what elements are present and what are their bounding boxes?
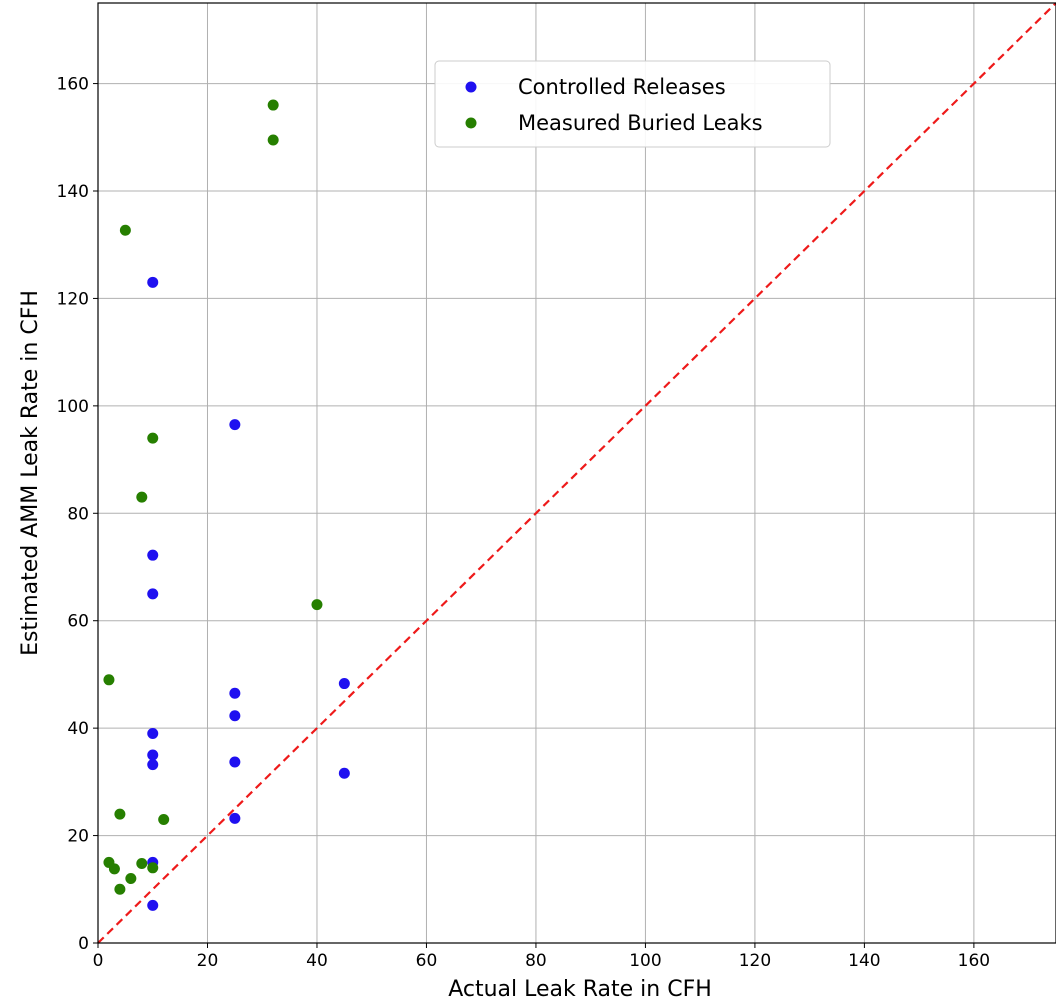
legend-marker-controlled-releases xyxy=(466,82,477,93)
x-axis-label: Actual Leak Rate in CFH xyxy=(448,977,712,1002)
point-series-1-11 xyxy=(136,858,147,869)
point-series-1-0 xyxy=(268,100,279,111)
point-series-1-8 xyxy=(158,814,169,825)
point-series-1-5 xyxy=(311,599,322,610)
point-series-0-2 xyxy=(147,588,158,599)
point-series-1-1 xyxy=(268,134,279,145)
point-series-0-4 xyxy=(147,750,158,761)
legend-label-measured-buried-leaks: Measured Buried Leaks xyxy=(518,111,763,135)
y-axis-label: Estimated AMM Leak Rate in CFH xyxy=(18,290,43,656)
point-series-1-2 xyxy=(120,225,131,236)
point-series-1-12 xyxy=(147,862,158,873)
x-tick-label-0: 0 xyxy=(93,951,104,971)
point-series-0-1 xyxy=(147,550,158,561)
y-tick-label-80: 80 xyxy=(67,504,89,524)
point-series-0-14 xyxy=(339,768,350,779)
point-series-0-5 xyxy=(147,759,158,770)
point-series-0-12 xyxy=(229,813,240,824)
legend-marker-measured-buried-leaks xyxy=(466,118,477,129)
x-tick-label-100: 100 xyxy=(629,951,661,971)
x-tick-label-160: 160 xyxy=(958,951,990,971)
point-series-0-9 xyxy=(229,688,240,699)
point-series-0-11 xyxy=(229,756,240,767)
x-tick-label-80: 80 xyxy=(525,951,547,971)
legend: Controlled Releases Measured Buried Leak… xyxy=(435,61,830,147)
y-tick-label-20: 20 xyxy=(67,827,89,847)
point-series-1-14 xyxy=(114,884,125,895)
point-series-0-13 xyxy=(339,678,350,689)
point-series-1-13 xyxy=(125,873,136,884)
point-series-1-4 xyxy=(136,492,147,503)
y-tick-label-120: 120 xyxy=(57,289,89,309)
x-tick-label-140: 140 xyxy=(848,951,880,971)
point-series-1-10 xyxy=(109,863,120,874)
y-tick-label-100: 100 xyxy=(57,397,89,417)
point-series-0-7 xyxy=(147,900,158,911)
point-series-0-3 xyxy=(147,728,158,739)
point-series-1-3 xyxy=(147,433,158,444)
x-tick-label-40: 40 xyxy=(306,951,328,971)
x-tick-label-20: 20 xyxy=(197,951,219,971)
point-series-0-10 xyxy=(229,710,240,721)
x-tick-label-120: 120 xyxy=(739,951,771,971)
y-tick-label-0: 0 xyxy=(78,934,89,954)
y-tick-label-160: 160 xyxy=(57,75,89,95)
point-series-0-8 xyxy=(229,419,240,430)
y-tick-label-40: 40 xyxy=(67,719,89,739)
x-tick-label-60: 60 xyxy=(416,951,438,971)
legend-label-controlled-releases: Controlled Releases xyxy=(518,75,726,99)
point-series-1-6 xyxy=(103,674,114,685)
point-series-1-7 xyxy=(114,809,125,820)
y-tick-label-140: 140 xyxy=(57,182,89,202)
y-tick-label-60: 60 xyxy=(67,612,89,632)
point-series-0-0 xyxy=(147,277,158,288)
